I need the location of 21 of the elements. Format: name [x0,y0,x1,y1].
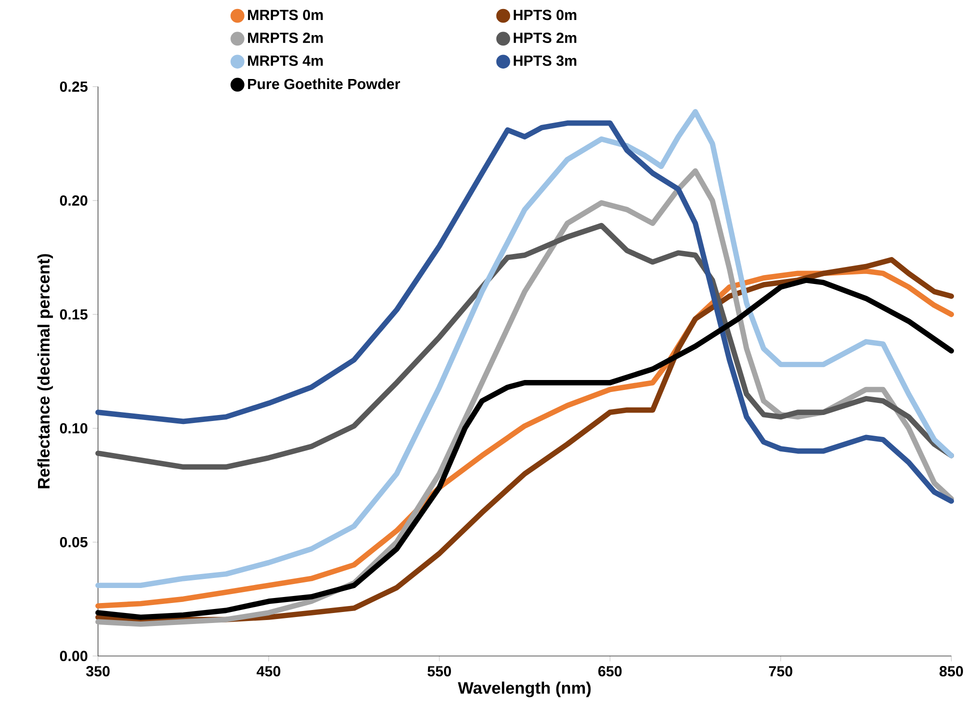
legend-label: MRPTS 4m [248,56,323,66]
y-tick-label: 0.15 [60,309,88,320]
x-tick-label: 350 [86,666,110,676]
legend-label: MRPTS 0m [248,10,323,20]
legend-label: HPTS 2m [514,32,576,43]
x-tick-label: 750 [769,666,792,676]
y-tick-label: 0.25 [60,81,88,92]
y-tick-label: 0.00 [60,650,88,662]
x-tick-label: 450 [256,666,280,676]
y-axis-title: Reflectance (decimal percent) [37,254,53,488]
x-tick-label: 850 [940,666,963,676]
x-tick-label: 550 [428,666,451,676]
legend-label: Pure Goethite Powder [248,78,400,90]
legend-label: MRPTS 2m [248,32,323,43]
x-tick-label: 650 [598,666,622,676]
y-tick-label: 0.05 [60,536,88,548]
legend-label: HPTS 3m [514,56,576,66]
y-tick-label: 0.20 [60,195,88,206]
legend-label: HPTS 0m [514,10,576,20]
y-tick-label: 0.10 [60,423,88,434]
x-axis-title: Wavelength (nm) [458,682,591,698]
